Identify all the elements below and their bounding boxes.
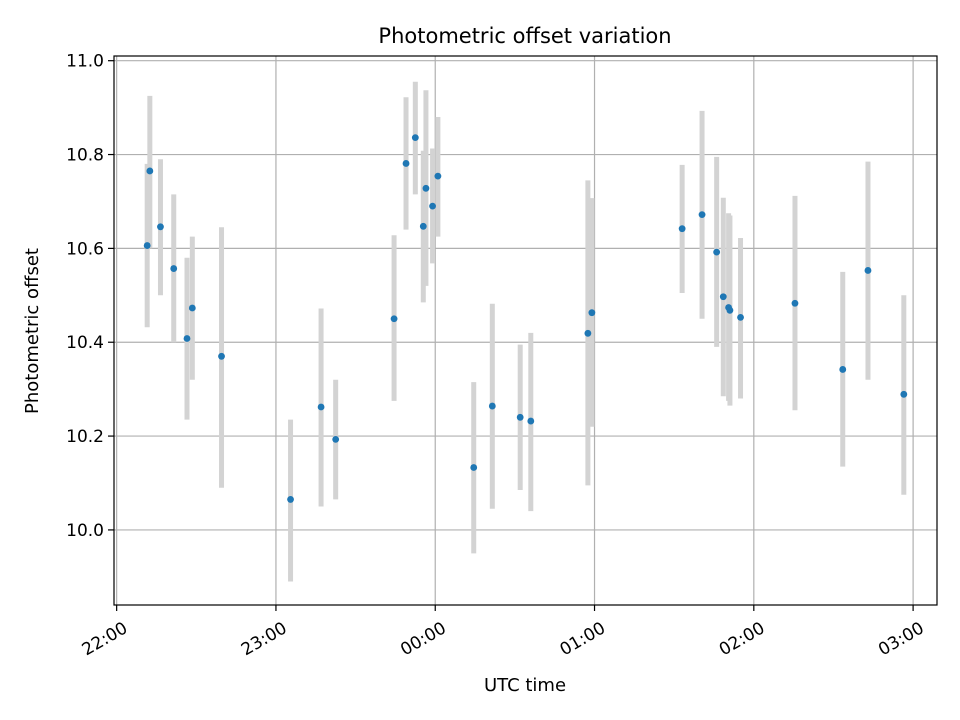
data-point: [900, 390, 908, 398]
data-point: [317, 403, 325, 411]
data-point: [170, 265, 178, 272]
data-point: [218, 352, 225, 360]
data-point: [791, 299, 799, 307]
data-point: [188, 304, 196, 312]
axis-ticks: 22:00 23:00 00:00 01:00 02:00 03:0010.010.210…: [66, 52, 927, 661]
grid: [114, 56, 937, 605]
data-point: [332, 435, 340, 443]
data-point: [434, 172, 442, 180]
data-point: [402, 160, 410, 167]
y-tick-label: 10.0: [66, 521, 104, 541]
data-point: [287, 496, 294, 503]
data-point: [470, 464, 478, 471]
data-point: [143, 242, 151, 249]
data-point: [146, 167, 154, 175]
chart-title: Photometric offset variation: [378, 24, 671, 48]
data-point: [698, 211, 706, 219]
y-tick-label: 10.6: [66, 239, 104, 259]
plot-area-frame: [113, 55, 938, 606]
data-point: [584, 329, 592, 337]
data-point: [429, 202, 436, 210]
data-point: [390, 315, 398, 323]
data-point: [726, 306, 734, 314]
data-point: [713, 248, 721, 256]
y-axis-label: Photometric offset: [22, 248, 43, 414]
data-point: [588, 309, 596, 317]
data-point: [678, 225, 686, 233]
data-point: [864, 267, 872, 274]
data-point: [527, 417, 535, 425]
data-point: [183, 335, 191, 342]
data-point: [422, 184, 430, 192]
y-tick-label: 11.0: [66, 52, 104, 72]
y-tick-label: 10.4: [66, 333, 104, 353]
data-point: [516, 413, 524, 421]
data-point: [719, 293, 727, 301]
y-tick-label: 10.8: [66, 146, 104, 166]
data-point: [411, 134, 419, 142]
x-axis-label: UTC time: [484, 675, 566, 696]
y-tick-label: 10.2: [66, 427, 104, 447]
data-point: [737, 313, 744, 321]
data-point: [839, 366, 847, 373]
data-point: [419, 222, 427, 230]
data-points: [143, 134, 908, 503]
data-point: [157, 223, 164, 231]
data-point: [488, 402, 496, 410]
